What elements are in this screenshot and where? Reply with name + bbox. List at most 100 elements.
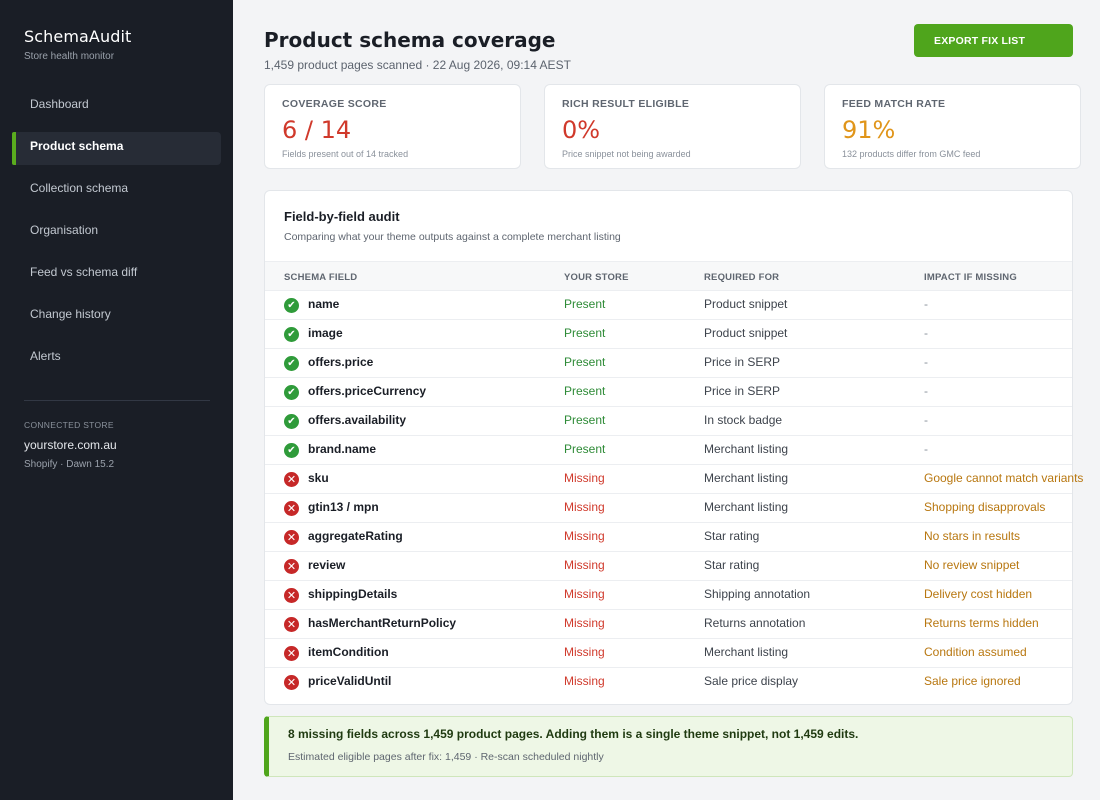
field-status: Missing xyxy=(564,500,605,514)
brand-name: SchemaAudit xyxy=(24,27,132,46)
connected-store: CONNECTED STORE yourstore.com.au Shopify… xyxy=(24,420,117,470)
impact-if-missing: No stars in results xyxy=(924,529,1021,543)
sidebar-item-collection-schema[interactable]: Collection schema xyxy=(30,181,129,195)
required-for: Product snippet xyxy=(704,297,788,311)
table-row[interactable]: ✕ aggregateRating Missing Star rating No sta… xyxy=(265,523,1072,552)
table-row[interactable]: ✕ sku Missing Merchant listing Google cannot… xyxy=(265,465,1083,494)
sidebar-nav: Dashboard Product schema Collection schema… xyxy=(12,90,221,384)
metric-value: 0% xyxy=(562,116,601,144)
table-row[interactable]: ✕ itemCondition Missing Merchant listing Con… xyxy=(265,639,1072,668)
table-row[interactable]: ✔ name Present Product snippet - xyxy=(265,291,1072,320)
brand: SchemaAudit Store health monitor xyxy=(24,27,131,62)
schema-field: shippingDetails xyxy=(308,587,398,601)
sidebar-item-dashboard[interactable]: Dashboard xyxy=(30,97,89,111)
field-status: Present xyxy=(564,326,606,340)
schema-field: offers.price xyxy=(308,355,374,369)
impact-if-missing: - xyxy=(924,355,928,369)
sidebar-item-organisation[interactable]: Organisation xyxy=(30,223,99,237)
field-status: Present xyxy=(564,355,606,369)
required-for: Sale price display xyxy=(704,674,799,688)
check-circle-icon: ✔ xyxy=(284,385,299,400)
metric-label: COVERAGE SCORE xyxy=(282,98,387,110)
schema-field: aggregateRating xyxy=(308,529,403,543)
x-circle-icon: ✕ xyxy=(284,617,299,632)
impact-if-missing: - xyxy=(924,442,928,456)
banner-message: 8 missing fields across 1,459 product pa… xyxy=(288,727,859,741)
schema-field: itemCondition xyxy=(308,645,389,659)
table-row[interactable]: ✕ review Missing Star rating No review snipp… xyxy=(265,552,1072,581)
table-row[interactable]: ✔ brand.name Present Merchant listing - xyxy=(265,436,1072,465)
column-header-field[interactable]: SCHEMA FIELD xyxy=(284,272,358,283)
x-circle-icon: ✕ xyxy=(284,501,299,516)
column-header-required[interactable]: REQUIRED FOR xyxy=(704,272,780,283)
required-for: Merchant listing xyxy=(704,471,789,485)
field-status: Missing xyxy=(564,674,605,688)
field-status: Missing xyxy=(564,558,605,572)
sidebar-item-feed-vs-schema-diff[interactable]: Feed vs schema diff xyxy=(30,265,138,279)
impact-if-missing: Condition assumed xyxy=(924,645,1027,659)
required-for: In stock badge xyxy=(704,413,783,427)
column-header-status[interactable]: YOUR STORE xyxy=(564,272,629,283)
impact-if-missing: - xyxy=(924,297,928,311)
table-row[interactable]: ✕ gtin13 / mpn Missing Merchant listing Shop… xyxy=(265,494,1072,523)
x-circle-icon: ✕ xyxy=(284,530,299,545)
metric-note: Price snippet not being awarded xyxy=(562,149,691,159)
metric-label: RICH RESULT ELIGIBLE xyxy=(562,98,690,110)
x-circle-icon: ✕ xyxy=(284,472,299,487)
check-circle-icon: ✔ xyxy=(284,327,299,342)
sidebar-item-product-schema[interactable]: Product schema xyxy=(12,132,221,165)
required-for: Merchant listing xyxy=(704,500,789,514)
connected-store-label: CONNECTED STORE xyxy=(24,420,114,430)
impact-if-missing: - xyxy=(924,384,928,398)
required-for: Price in SERP xyxy=(704,355,781,369)
store-domain: yourstore.com.au xyxy=(24,438,117,452)
field-status: Missing xyxy=(564,471,605,485)
impact-if-missing: No review snippet xyxy=(924,558,1020,572)
table-row[interactable]: ✕ priceValidUntil Missing Sale price displa… xyxy=(265,668,1072,697)
field-status: Present xyxy=(564,413,606,427)
brand-tagline: Store health monitor xyxy=(24,51,115,62)
table-row[interactable]: ✔ image Present Product snippet - xyxy=(265,320,1072,349)
schema-field: review xyxy=(308,558,346,572)
export-fix-list-button[interactable]: EXPORT FIX LIST xyxy=(914,24,1073,57)
x-circle-icon: ✕ xyxy=(284,588,299,603)
x-circle-icon: ✕ xyxy=(284,646,299,661)
field-status: Missing xyxy=(564,529,605,543)
page-subtitle: 1,459 product pages scanned · 22 Aug 202… xyxy=(264,58,571,72)
table-row[interactable]: ✔ offers.priceCurrency Present Price in SER… xyxy=(265,378,1072,407)
field-status: Missing xyxy=(564,587,605,601)
impact-if-missing: Sale price ignored xyxy=(924,674,1021,688)
metric-value: 91% xyxy=(842,116,896,144)
schema-field: sku xyxy=(308,471,329,485)
table-row[interactable]: ✕ hasMerchantReturnPolicy Missing Returns a… xyxy=(265,610,1072,639)
table-row[interactable]: ✕ shippingDetails Missing Shipping annotati… xyxy=(265,581,1072,610)
metric-card-coverage: COVERAGE SCORE 6 / 14 Fields present out… xyxy=(264,84,521,169)
schema-field: hasMerchantReturnPolicy xyxy=(308,616,457,630)
check-circle-icon: ✔ xyxy=(284,414,299,429)
required-for: Product snippet xyxy=(704,326,788,340)
column-header-impact[interactable]: IMPACT IF MISSING xyxy=(924,272,1017,283)
field-status: Present xyxy=(564,297,606,311)
impact-if-missing: - xyxy=(924,326,928,340)
schema-field: offers.priceCurrency xyxy=(308,384,427,398)
required-for: Merchant listing xyxy=(704,645,789,659)
required-for: Star rating xyxy=(704,529,760,543)
sidebar-item-change-history[interactable]: Change history xyxy=(30,307,111,321)
table-row[interactable]: ✔ offers.availability Present In stock badg… xyxy=(265,407,1072,436)
field-status: Missing xyxy=(564,616,605,630)
metric-note: 132 products differ from GMC feed xyxy=(842,149,981,159)
schema-field: gtin13 / mpn xyxy=(308,500,379,514)
table-row[interactable]: ✔ offers.price Present Price in SERP - xyxy=(265,349,1072,378)
schema-field: brand.name xyxy=(308,442,377,456)
table-header: SCHEMA FIELD YOUR STORE REQUIRED FOR IMP… xyxy=(265,261,1072,291)
impact-if-missing: Shopping disapprovals xyxy=(924,500,1046,514)
impact-if-missing: Delivery cost hidden xyxy=(924,587,1033,601)
sidebar-item-alerts[interactable]: Alerts xyxy=(30,349,61,363)
schema-field: image xyxy=(308,326,343,340)
required-for: Star rating xyxy=(704,558,760,572)
metric-value: 6 / 14 xyxy=(282,116,352,144)
audit-table-body: ✔ name Present Product snippet - ✔ image Presen… xyxy=(265,291,1083,697)
schema-field: offers.availability xyxy=(308,413,407,427)
field-status: Present xyxy=(564,384,606,398)
required-for: Merchant listing xyxy=(704,442,789,456)
